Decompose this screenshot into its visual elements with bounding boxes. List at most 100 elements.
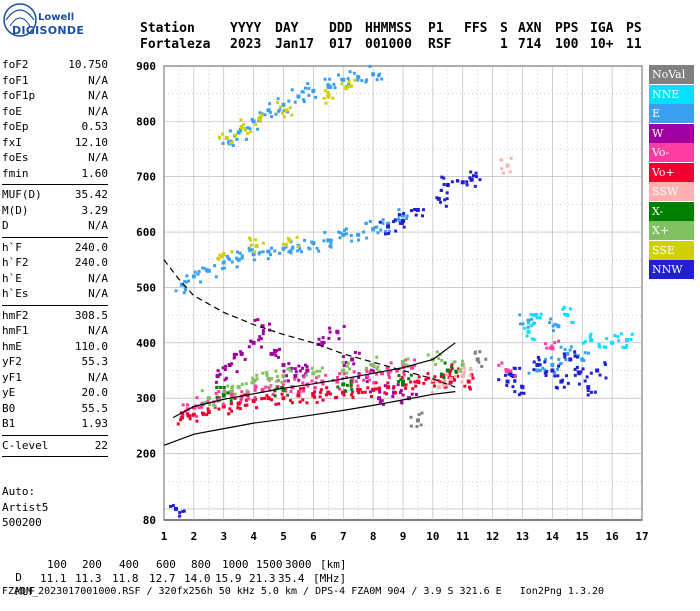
echo-point [245,389,249,393]
echo-point [231,144,235,148]
echo-point [386,385,391,390]
echo-point [394,391,398,395]
echo-point [293,367,297,371]
echo-point [303,238,307,242]
param-value: N/A [88,271,108,285]
echo-point [266,250,270,254]
param-row: foF1p N/A [2,89,108,103]
echo-point [356,387,361,392]
echo-point [468,385,472,389]
distance-value: 3000 [285,558,312,571]
echo-point [563,347,567,351]
echo-point [468,387,472,391]
echo-point [226,391,230,395]
echo-point [422,381,426,385]
echo-point [562,352,566,356]
echo-point [268,102,272,106]
echo-point [274,402,278,406]
echo-point [289,248,293,252]
echo-point [318,369,322,373]
y-tick-label: 600 [136,226,156,239]
echo-point [286,379,290,383]
echo-point [246,394,250,398]
echo-point [284,374,288,378]
echo-point [469,170,473,174]
echo-point [397,212,401,216]
echo-point [603,362,607,366]
echo-point [453,378,457,382]
echo-point [573,354,577,358]
echo-point [565,351,570,356]
echo-point [365,370,369,374]
echo-point [448,379,453,384]
echo-point [266,108,271,113]
echo-point [433,375,437,379]
echo-point [439,188,443,192]
echo-point [224,364,228,368]
profile-line-0 [163,391,456,446]
echo-point [337,230,341,234]
echo-point [236,130,241,135]
echo-point [389,361,393,365]
echo-point [373,226,377,230]
echo-point [471,376,475,380]
param-row: fmin 1.60 [2,167,108,181]
x-tick-label: 13 [516,530,529,543]
echo-point [228,407,232,411]
echo-point [386,232,390,236]
echo-point [230,260,234,264]
echo-point [375,78,379,82]
param-value: 3.29 [81,203,109,217]
echo-point [276,97,280,101]
echo-point [397,374,401,378]
echo-point [338,372,342,376]
echo-point [238,407,242,411]
echo-point [383,230,387,234]
echo-point [206,396,211,401]
echo-point [531,322,535,326]
echo-point [185,412,189,416]
param-row: yF1 N/A [2,371,108,385]
echo-point [505,383,509,387]
echo-point [566,381,570,385]
echo-point [581,341,585,345]
echo-point [603,361,607,365]
param-row: foE N/A [2,105,108,119]
echo-point [444,204,448,208]
echo-point [363,390,367,394]
echo-point [290,88,294,92]
echo-point [247,246,251,250]
echo-point [573,367,577,371]
echo-point [424,377,428,381]
echo-point [281,102,286,107]
echo-point [281,362,286,367]
echo-point [282,115,286,119]
echo-point [381,221,385,225]
param-row: D N/A [2,219,108,233]
distance-value: 200 [82,558,102,571]
header-col-11: PS [626,21,642,36]
echo-point [568,348,572,352]
echo-point [386,221,391,226]
x-tick-label: 6 [310,530,317,543]
echo-point [274,369,278,373]
param-label: MUF(D) [2,188,42,201]
echo-point [259,115,263,119]
echo-point [448,371,452,375]
echo-point [281,242,285,246]
echo-point [278,251,282,255]
echo-point [625,343,629,347]
param-label: foE [2,104,22,118]
echo-point [352,362,356,366]
echo-point [257,119,261,123]
echo-point [321,398,325,402]
echo-point [296,244,300,248]
echo-point [386,381,390,385]
series-noval [409,350,488,429]
echo-point [368,370,372,374]
echo-point [511,385,515,389]
echo-point [184,288,188,292]
echo-point [261,371,265,375]
echo-point [279,105,283,109]
echo-point [409,415,413,419]
